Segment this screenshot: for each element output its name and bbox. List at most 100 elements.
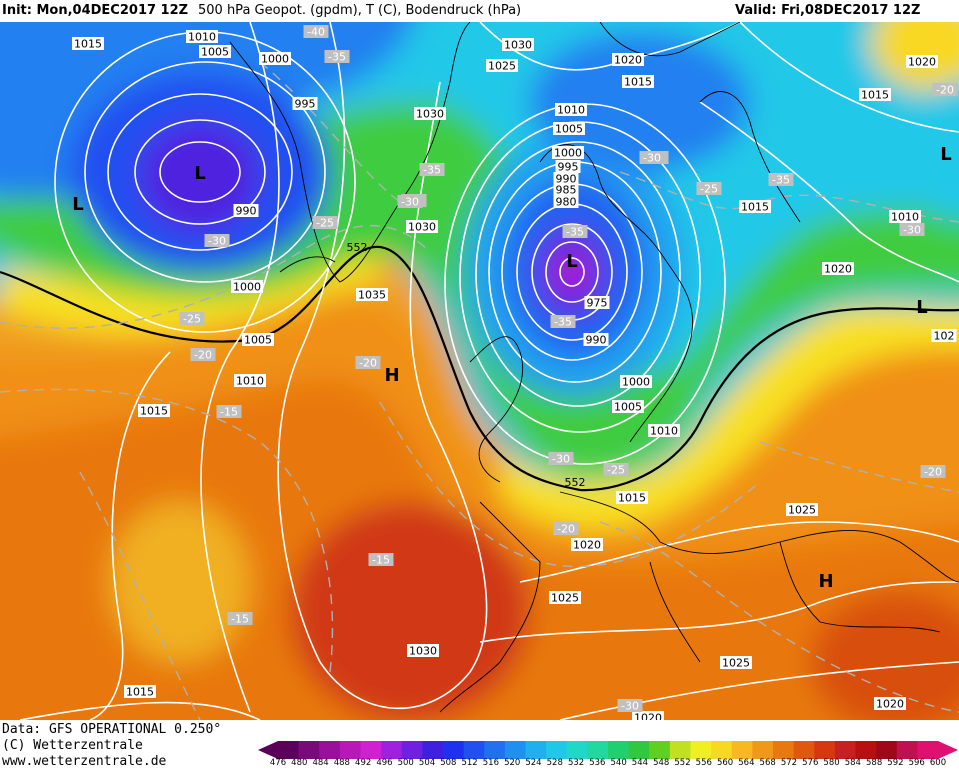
low-pressure-center: L <box>566 251 577 272</box>
pressure-label: 1020 <box>874 697 906 711</box>
legend-swatch <box>628 741 650 759</box>
legend-tick-label: 592 <box>887 758 904 768</box>
pressure-label-text: 1010 <box>557 104 585 117</box>
temperature-label-bg <box>932 83 958 96</box>
pressure-label: 1010 <box>186 30 218 44</box>
pressure-label-bg <box>555 103 587 116</box>
pressure-label-bg <box>292 97 318 110</box>
weather-map: 1015 1010 1005 1000 995 990 1000 1005 1010 1015 10… <box>0 22 959 720</box>
pressure-label: 1015 <box>72 37 104 51</box>
pressure-label-text: 1020 <box>824 263 852 276</box>
temperature-label: -35 <box>419 163 445 177</box>
pressure-labels: 1015101010051000995990100010051010101510… <box>72 30 957 720</box>
legend-swatch <box>463 741 485 759</box>
pressure-label-bg <box>356 288 388 301</box>
temperature-label: -30 <box>548 452 574 466</box>
temperature-label-bg <box>419 163 445 176</box>
high-pressure-center: H <box>384 365 399 386</box>
pressure-label-text: 1015 <box>126 686 154 699</box>
legend-tick-label: 552 <box>674 758 691 768</box>
pressure-label-bg <box>739 200 771 213</box>
high-pressure-center: H <box>818 571 833 592</box>
pressure-label: 1030 <box>502 38 534 52</box>
pressure-label: 1020 <box>571 538 603 552</box>
pressure-label: 1030 <box>414 107 446 121</box>
pressure-label-bg <box>553 122 585 135</box>
pressure-label-bg <box>889 210 921 223</box>
pressure-label: 975 <box>584 296 610 310</box>
low-pressure-center: L <box>916 297 927 318</box>
pressure-label: 1030 <box>407 644 439 658</box>
temperature-label-bg <box>190 348 216 361</box>
pressure-label: 1025 <box>720 656 752 670</box>
pressure-label-text: 102 <box>934 330 955 343</box>
pressure-label-bg <box>231 280 263 293</box>
legend-tick-label: 516 <box>482 758 500 768</box>
legend-swatch <box>649 741 671 759</box>
pressure-label-text: 1030 <box>416 108 444 121</box>
temperature-label: -25 <box>603 463 629 477</box>
pressure-label-bg <box>612 53 644 66</box>
temperature-label: -35 <box>324 50 350 64</box>
pressure-label: 1025 <box>549 591 581 605</box>
temperature-label-text: -35 <box>566 226 584 239</box>
pressure-label: 1015 <box>739 200 771 214</box>
pressure-label: 1025 <box>786 503 818 517</box>
temperature-label-text: -25 <box>607 464 625 477</box>
legend-tick-label: 568 <box>759 758 776 768</box>
pressure-label: 1005 <box>612 400 644 414</box>
pressure-label-bg <box>233 204 259 217</box>
color-legend-ticks: 476 480 484 488 492 496 500 504 508 512 516 520 524 5… <box>258 758 958 770</box>
pressure-label-text: 1015 <box>618 492 646 505</box>
temperature-label-bg <box>920 465 946 478</box>
pressure-label: 990 <box>583 333 609 347</box>
legend-swatch <box>855 741 877 759</box>
pressure-label-bg <box>124 685 156 698</box>
pressure-label: 1000 <box>231 280 263 294</box>
temperature-label-text: -30 <box>643 152 661 165</box>
temperature-label-text: -35 <box>772 174 790 187</box>
isotherms <box>0 61 959 720</box>
pressure-label-bg <box>555 160 581 173</box>
legend-tick-label: 536 <box>589 758 606 768</box>
pressure-label: 1020 <box>822 262 854 276</box>
pressure-label: 1015 <box>622 75 654 89</box>
pressure-centers: L L L L L H H <box>72 144 951 592</box>
pressure-label-text: 985 <box>556 184 577 197</box>
color-legend-bar <box>258 741 958 759</box>
legend-swatch <box>360 741 382 759</box>
pressure-label-text: 1005 <box>555 123 583 136</box>
pressure-label: 1020 <box>612 53 644 67</box>
pressure-label-bg <box>584 296 610 309</box>
legend-tick-label: 572 <box>780 758 798 768</box>
height-label: 552 <box>347 241 368 254</box>
legend-swatch <box>711 741 733 759</box>
coastlines <box>229 22 959 713</box>
temperature-label-bg <box>227 612 253 625</box>
pressure-label-text: 1030 <box>408 221 436 234</box>
pressure-label-bg <box>553 183 579 196</box>
legend-swatch <box>876 741 898 759</box>
temperature-label-bg <box>312 216 338 229</box>
pressure-label-text: 1015 <box>741 201 769 214</box>
pressure-label: 1010 <box>234 374 266 388</box>
pressure-label: 1005 <box>553 122 585 136</box>
temperature-label: -30 <box>639 151 665 165</box>
legend-tick-label: 588 <box>866 758 883 768</box>
legend-swatch <box>690 741 712 759</box>
temperature-label-bg <box>562 225 588 238</box>
temperature-label: -40 <box>303 25 329 39</box>
pressure-label-text: 1030 <box>409 645 437 658</box>
legend-tick-label: 492 <box>355 758 372 768</box>
low-pressure-center: L <box>940 144 951 165</box>
legend-tick-label: 540 <box>610 758 627 768</box>
height-labels: 552 552 <box>347 241 586 489</box>
pressure-label: 1015 <box>124 685 156 699</box>
pressure-label-bg <box>549 591 581 604</box>
pressure-label-bg <box>234 374 266 387</box>
temperature-label: -15 <box>227 612 253 626</box>
legend-tick-label: 584 <box>844 758 861 768</box>
low-pressure-center: L <box>194 163 205 184</box>
temperature-label-bg <box>696 182 722 195</box>
pressure-label-bg <box>571 538 603 551</box>
